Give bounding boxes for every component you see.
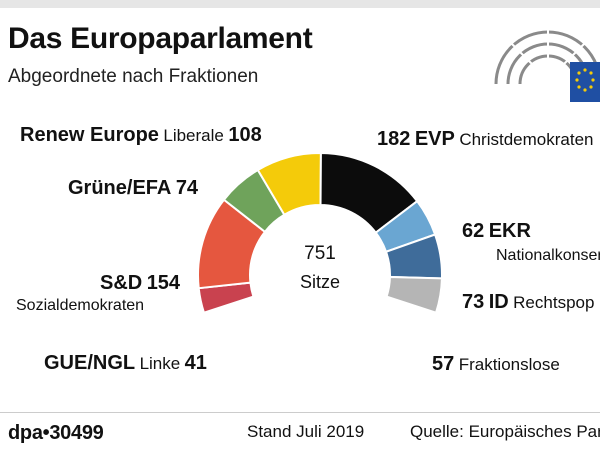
label-ekr: 62 EKR — [462, 221, 531, 241]
ekr-desc: Nationalkonser — [496, 247, 600, 264]
evp-value: 182 — [377, 128, 411, 150]
top-bar — [0, 0, 600, 8]
gruene-name: Grüne/EFA — [68, 177, 172, 199]
id-name: ID — [488, 291, 509, 313]
stand-date: Stand Juli 2019 — [247, 422, 365, 441]
label-gruene: Grüne/EFA 74 — [68, 178, 198, 198]
ekr-value: 62 — [462, 220, 485, 242]
parliament-hemicycle-icon — [494, 26, 600, 102]
fl-desc: Fraktionslose — [458, 355, 560, 374]
chart-subtitle: Abgeordnete nach Fraktionen — [8, 66, 259, 87]
footer: dpa•30499 Stand Juli 2019 Quelle: Europä… — [0, 412, 600, 451]
agency-credit: dpa•30499 — [8, 422, 104, 444]
label-id: 73 ID Rechtspop — [462, 292, 594, 312]
total-seats: 751 — [304, 243, 336, 264]
label-sd: S&D 154 — [100, 273, 180, 293]
renew-name: Renew Europe — [20, 124, 159, 146]
label-evp: 182 EVP Christdemokraten — [377, 129, 593, 149]
renew-value: 108 — [228, 124, 262, 146]
sd-value: 154 — [146, 272, 181, 294]
sd-name: S&D — [100, 272, 143, 294]
sd-desc: Sozialdemokraten — [16, 297, 145, 314]
gue-value: 41 — [184, 352, 207, 374]
evp-desc: Christdemokraten — [459, 130, 594, 149]
source-credit: Quelle: Europäisches Parl — [410, 422, 600, 441]
gue-name: GUE/NGL — [44, 352, 136, 374]
label-gue: GUE/NGL Linke 41 — [44, 353, 207, 373]
id-value: 73 — [462, 291, 485, 313]
fl-value: 57 — [432, 353, 455, 375]
evp-name: EVP — [414, 128, 455, 150]
id-desc: Rechtspop — [513, 293, 595, 312]
gruene-value: 74 — [175, 177, 199, 199]
label-fl: 57 Fraktionslose — [432, 354, 560, 374]
renew-desc: Liberale — [163, 126, 224, 145]
gue-desc: Linke — [139, 354, 181, 373]
slice-fl — [385, 275, 443, 314]
label-renew: Renew Europe Liberale 108 — [20, 125, 262, 145]
total-seats-label: Sitze — [299, 272, 341, 292]
chart-title: Das Europaparlament — [8, 22, 313, 55]
ekr-name: EKR — [488, 220, 531, 242]
